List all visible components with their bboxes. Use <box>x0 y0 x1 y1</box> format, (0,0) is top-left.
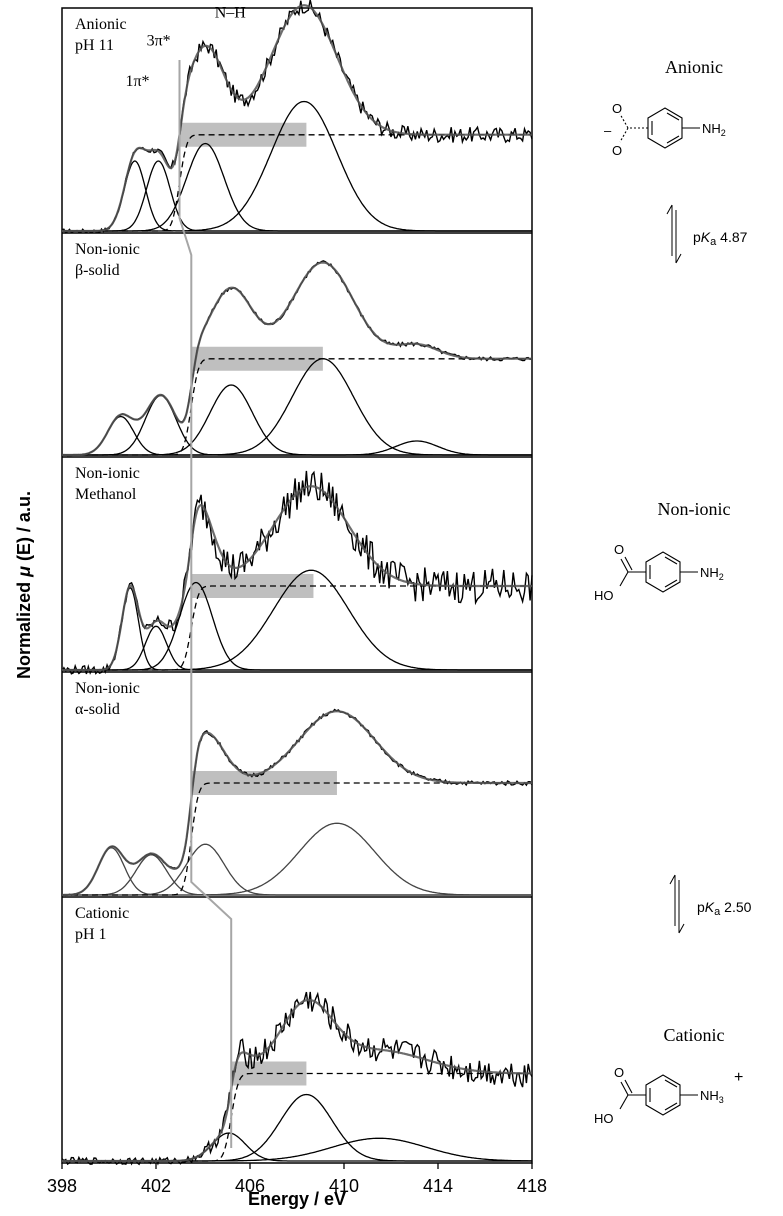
peak-annotation-4: σ*C–N <box>281 0 323 3</box>
gaussian-peak-1 <box>62 160 532 232</box>
anionic-o-top: O <box>612 101 622 116</box>
gaussian-peak-5 <box>62 440 532 456</box>
gaussian-peak-2 <box>62 160 532 232</box>
x-tick-label: 398 <box>47 1176 77 1196</box>
gaussian-peak-2 <box>62 1093 532 1162</box>
x-tick-label: 402 <box>141 1176 171 1196</box>
fit-curve <box>62 485 532 672</box>
peak-annotation-1: 1π* <box>125 73 149 90</box>
cationic-charge: + <box>734 1069 743 1086</box>
panel-4: Non-ionic α-solid <box>61 680 533 898</box>
edge-step <box>62 1072 532 1162</box>
panel-label-line1: Non-ionic <box>75 680 140 697</box>
peak-annotation-2: 3π* <box>147 33 171 50</box>
cationic-label: Cationic <box>664 1025 725 1045</box>
gaussian-peak-4 <box>62 358 532 456</box>
panel-label-line1: Anionic <box>75 16 127 33</box>
equilibrium-arrow-2 <box>669 874 685 934</box>
edge-step <box>62 782 532 896</box>
edge-step <box>62 134 532 232</box>
panel-label-line2: pH 11 <box>75 37 114 54</box>
gaussian-peak-1 <box>62 1132 532 1162</box>
panel-label-line1: Non-ionic <box>75 241 140 258</box>
peak-annotation-3: N–H <box>215 5 247 22</box>
x-axis-label: Energy / eV <box>248 1189 346 1209</box>
gaussian-peak-2 <box>62 625 532 671</box>
panel-label-line2: Methanol <box>75 486 137 503</box>
gaussian-peak-3 <box>62 843 532 896</box>
x-tick-label: 406 <box>235 1176 265 1196</box>
anionic-minus: – <box>604 123 612 138</box>
fit-curve <box>62 710 532 897</box>
gaussian-peak-1 <box>62 415 532 456</box>
anionic-nh2: NH2 <box>702 121 726 138</box>
cationic-ho: HO <box>594 1111 614 1126</box>
gaussian-peak-4 <box>62 569 532 671</box>
measured-spectrum <box>61 0 533 234</box>
panel-label-line1: Non-ionic <box>75 465 140 482</box>
gaussian-peak-4 <box>62 100 532 232</box>
cationic-structure <box>619 1074 698 1116</box>
panel-3: Non-ionic Methanol <box>61 465 533 675</box>
equilibrium-arrow-1 <box>666 204 682 264</box>
panel-label-line2: β-solid <box>75 262 120 279</box>
fit-curve <box>62 4 532 233</box>
nonionic-structure <box>619 551 698 593</box>
pka2-label: pKa 2.50 <box>697 899 752 918</box>
gaussian-peak-2 <box>62 394 532 456</box>
x-axis-ticks: 398 402 406 410 414 418 <box>47 1163 547 1196</box>
nonionic-o: O <box>614 542 624 557</box>
anionic-label: Anionic <box>665 57 723 77</box>
nonionic-nh2: NH2 <box>700 565 724 582</box>
x-tick-label: 410 <box>329 1176 359 1196</box>
panel-label-line2: α-solid <box>75 701 120 718</box>
pka1-label: pKa 4.87 <box>693 229 748 248</box>
fit-curve <box>62 261 532 457</box>
ip-line <box>178 60 233 1148</box>
cationic-nh3: NH3 <box>700 1088 724 1105</box>
measured-spectrum <box>61 708 533 897</box>
edge-step <box>62 358 532 456</box>
panel-label-line1: Cationic <box>75 905 129 922</box>
panel-label-line2: pH 1 <box>75 926 107 943</box>
gaussian-peak-4 <box>62 822 532 896</box>
nonionic-ho: HO <box>594 588 614 603</box>
fit-curve <box>62 998 532 1163</box>
cationic-o: O <box>614 1065 624 1080</box>
x-tick-label: 418 <box>517 1176 547 1196</box>
gaussian-peak-2 <box>62 854 532 896</box>
anionic-o-bottom: O <box>612 143 622 158</box>
gaussian-peak-3 <box>62 1137 532 1162</box>
panel-5: Cationic pH 1 <box>61 905 533 1166</box>
nonionic-label: Non-ionic <box>658 499 731 519</box>
x-tick-label: 414 <box>423 1176 453 1196</box>
panel-2: Non-ionic β-solid <box>61 241 533 458</box>
y-axis-label: Normalized μ (E) / a.u. <box>14 491 34 679</box>
anionic-structure <box>619 107 700 149</box>
